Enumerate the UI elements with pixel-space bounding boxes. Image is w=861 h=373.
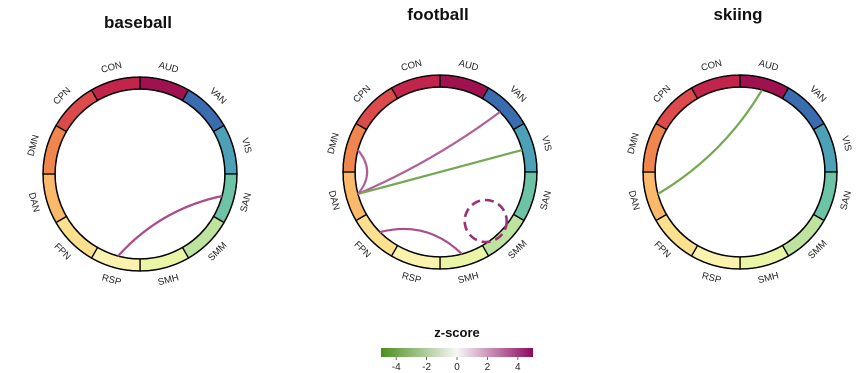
label-aud: AUD xyxy=(157,60,179,76)
ring-border xyxy=(342,74,538,270)
label-rsp: RSP xyxy=(401,270,423,286)
connection-dmn-dan xyxy=(357,149,369,195)
label-cpn: CPN xyxy=(351,83,373,105)
label-con: CON xyxy=(400,58,423,74)
label-dan: DAN xyxy=(326,189,342,211)
colorbar-tick-label: -2 xyxy=(422,362,431,373)
label-fpn: FPN xyxy=(652,239,673,260)
connection-san-rsp xyxy=(117,194,223,257)
label-smm: SMM xyxy=(206,240,230,264)
label-aud: AUD xyxy=(457,58,479,74)
panel-title: baseball xyxy=(104,13,172,32)
ring-border xyxy=(42,76,238,272)
panel-title: skiing xyxy=(713,5,762,24)
label-san: SAN xyxy=(838,189,854,211)
label-con: CON xyxy=(100,60,123,76)
panel-football: football AUD VAN VIS SAN SMM SMH RSP FPN DAN DMN CP… xyxy=(326,5,554,286)
panel-baseball: baseball AUD VAN VIS SAN SMM SMH RSP FPN DAN DMN CP… xyxy=(26,13,254,288)
chord-area xyxy=(654,86,826,258)
label-dmn: DMN xyxy=(626,132,642,156)
chord-area xyxy=(54,88,226,260)
label-cpn: CPN xyxy=(651,83,673,105)
label-van: VAN xyxy=(507,84,528,105)
colorbar-tick-label: 0 xyxy=(454,362,460,373)
ring-border xyxy=(642,74,838,270)
panel-title: football xyxy=(407,5,468,24)
label-smh: SMH xyxy=(757,270,780,286)
label-fpn: FPN xyxy=(52,241,73,262)
label-van: VAN xyxy=(207,86,228,107)
label-aud: AUD xyxy=(757,58,779,74)
colorbar-tick-label: 4 xyxy=(515,362,521,373)
label-smh: SMH xyxy=(157,272,180,288)
label-dmn: DMN xyxy=(26,134,42,158)
connection-van-dan xyxy=(357,111,501,196)
label-san: SAN xyxy=(538,189,554,211)
label-vis: VIS xyxy=(239,137,254,155)
label-smh: SMH xyxy=(457,270,480,286)
panel-skiing: skiing AUD VAN VIS SAN SMM SMH RSP FPN DAN DMN CPN C… xyxy=(626,5,854,286)
colorbar: z-score -4 -2 0 2 4 xyxy=(381,325,533,373)
label-smm: SMM xyxy=(506,238,530,262)
label-vis: VIS xyxy=(839,135,854,153)
connection-vis-dan xyxy=(357,148,523,196)
label-fpn: FPN xyxy=(352,239,373,260)
connection-smm-self xyxy=(463,198,508,244)
label-dan: DAN xyxy=(26,191,42,213)
colorbar-tick-label: -4 xyxy=(392,362,401,373)
connection-aud-dan xyxy=(657,89,763,195)
colorbar-title: z-score xyxy=(434,325,480,340)
label-smm: SMM xyxy=(806,238,830,262)
label-dmn: DMN xyxy=(326,132,342,156)
label-san: SAN xyxy=(238,191,254,213)
label-cpn: CPN xyxy=(51,85,73,107)
label-rsp: RSP xyxy=(701,270,723,286)
connection-fpn-smh xyxy=(379,227,463,255)
label-van: VAN xyxy=(807,84,828,105)
label-con: CON xyxy=(700,58,723,74)
colorbar-tick-label: 2 xyxy=(485,362,491,373)
label-dan: DAN xyxy=(626,189,642,211)
colorbar-gradient xyxy=(381,348,533,357)
label-vis: VIS xyxy=(539,135,554,153)
label-rsp: RSP xyxy=(101,272,123,288)
